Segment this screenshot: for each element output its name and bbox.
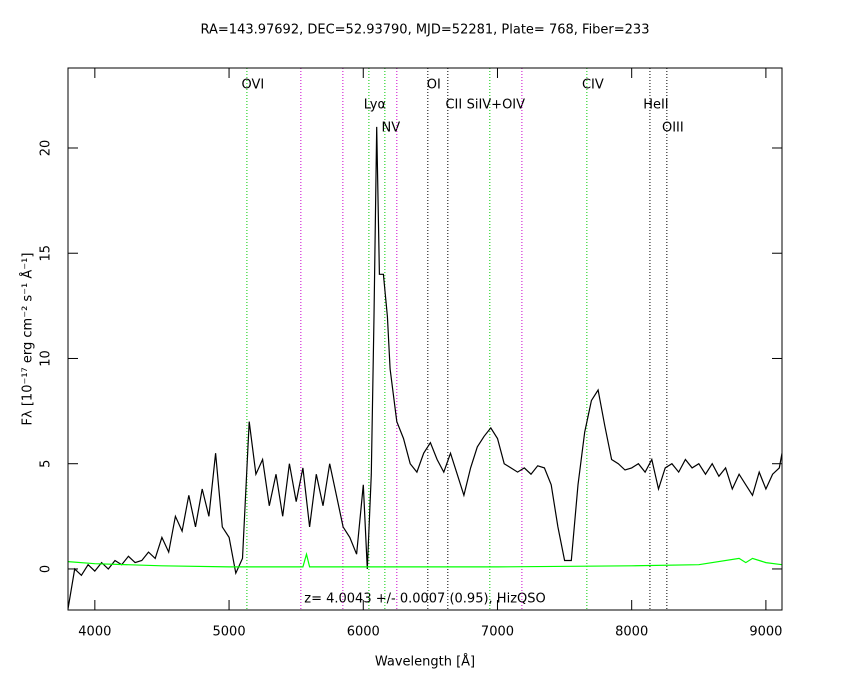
x-tick-label: 7000 xyxy=(481,625,514,640)
plot-frame xyxy=(67,67,783,611)
x-axis-label: Wavelength [Å] xyxy=(375,654,475,670)
feature-label: CIV xyxy=(582,78,604,93)
x-tick-label: 8000 xyxy=(615,625,648,640)
y-tick-label: 5 xyxy=(39,460,54,468)
feature-label: OIII xyxy=(662,121,684,136)
feature-label: OVI xyxy=(242,78,265,93)
y-tick-label: 10 xyxy=(39,350,54,367)
feature-label: CII xyxy=(445,98,462,113)
feature-label: SiIV+OIV xyxy=(467,98,526,113)
y-tick-label: 0 xyxy=(39,565,54,573)
y-tick-label: 15 xyxy=(39,245,54,262)
feature-label: HeII xyxy=(643,98,668,113)
x-tick-label: 9000 xyxy=(749,625,782,640)
spectrum-line xyxy=(68,126,782,609)
x-tick-label: 4000 xyxy=(78,625,111,640)
feature-label: OI xyxy=(427,78,441,93)
feature-label: NV xyxy=(382,121,401,136)
annotation: z= 4.0043 +/- 0.0007 (0.95), HizQSO xyxy=(304,592,545,607)
feature-label: Lyα xyxy=(364,98,386,113)
y-tick-label: 20 xyxy=(39,140,54,157)
y-axis-label: Fλ [10⁻¹⁷ erg cm⁻² s⁻¹ Å⁻¹] xyxy=(20,253,36,426)
spectrum-line xyxy=(68,551,782,568)
x-tick-label: 5000 xyxy=(213,625,246,640)
chart-title: RA=143.97692, DEC=52.93790, MJD=52281, P… xyxy=(201,23,650,38)
x-tick-label: 6000 xyxy=(347,625,380,640)
